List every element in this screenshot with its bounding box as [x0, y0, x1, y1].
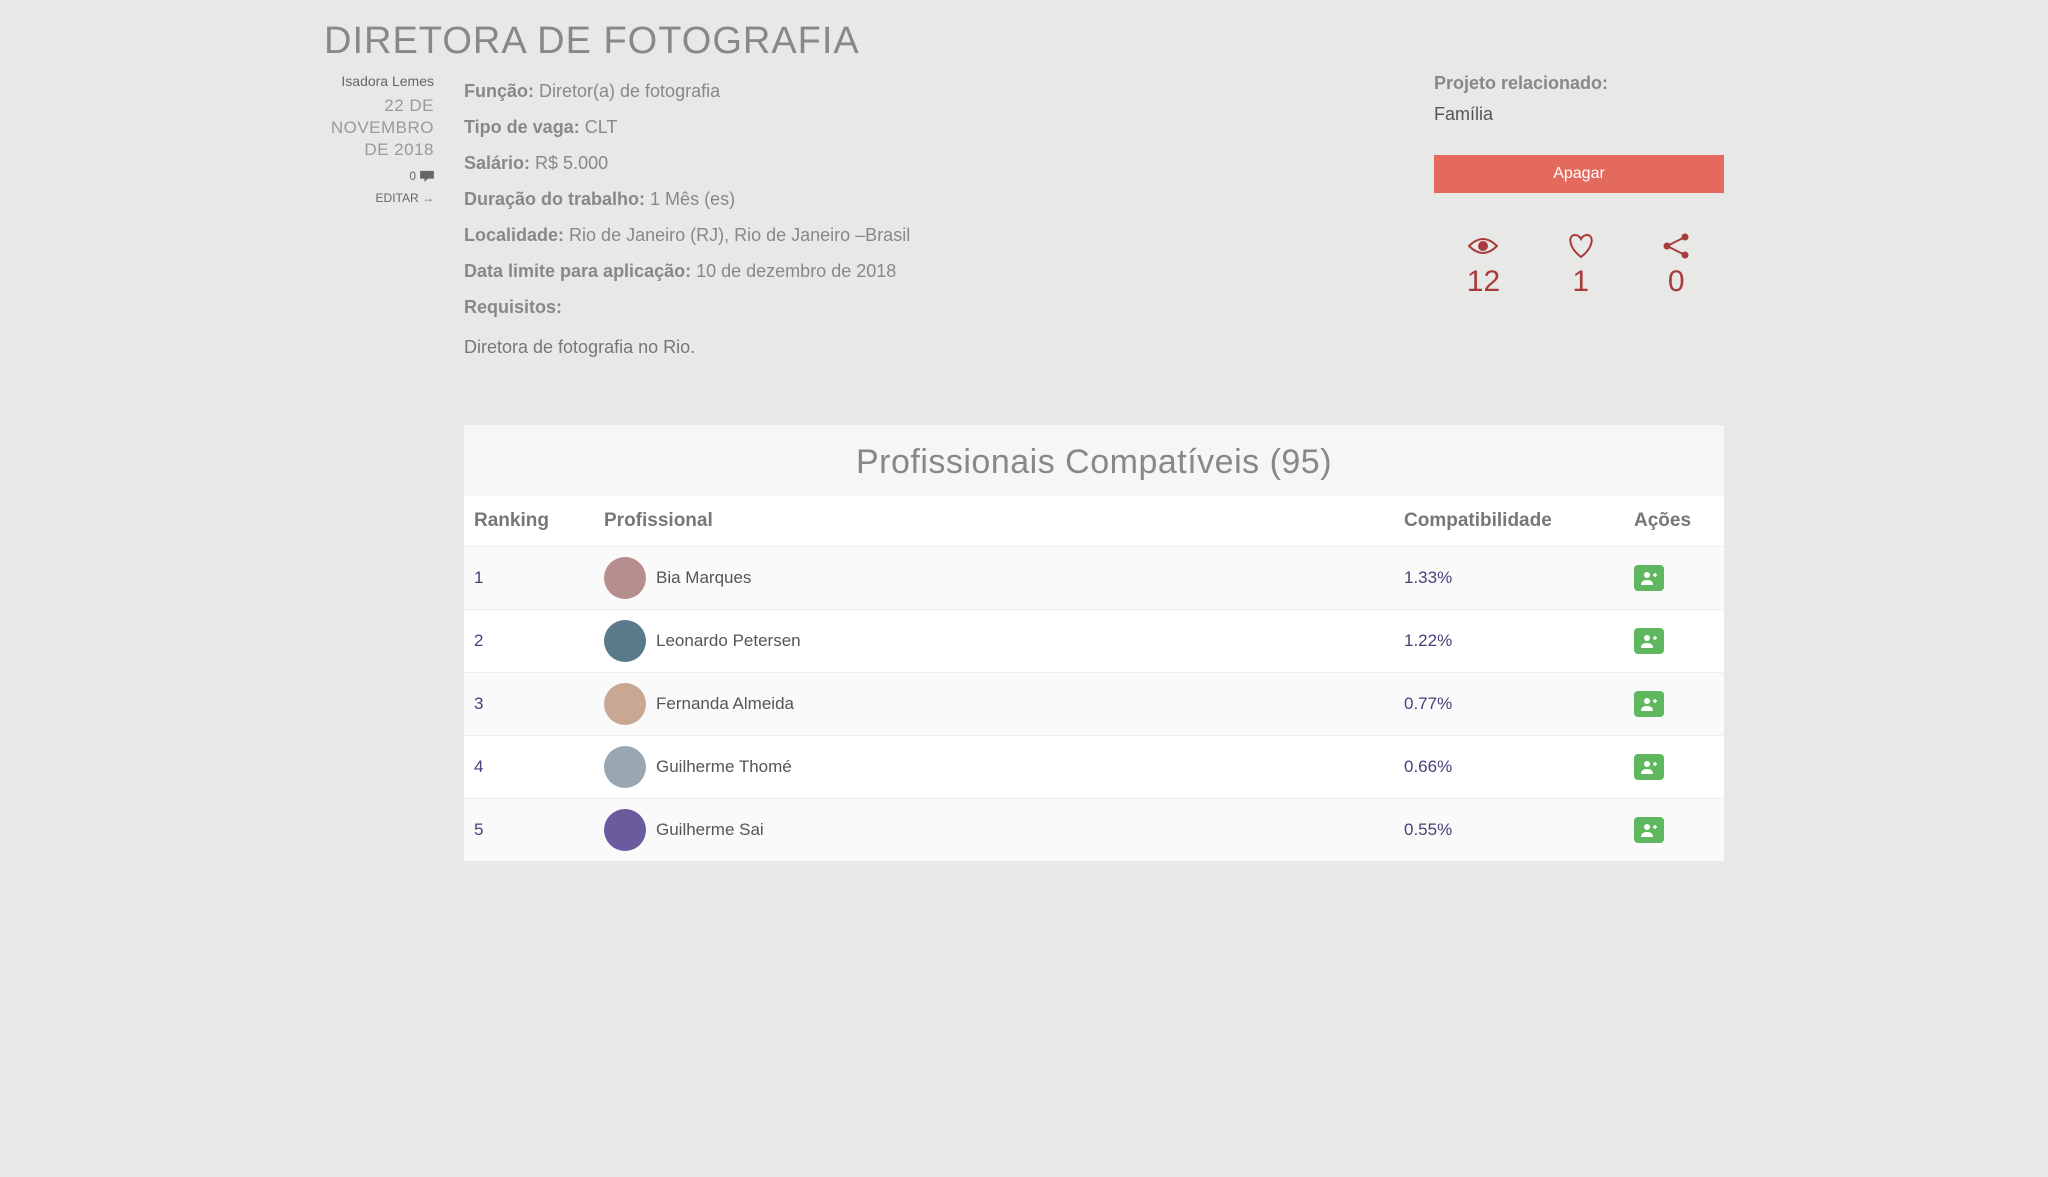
requisitos-body: Diretora de fotografia no Rio.	[464, 329, 1404, 365]
likes-count: 1	[1572, 265, 1589, 299]
post-date: 22 de novembro de 2018	[324, 95, 434, 161]
duracao-value: 1 Mês (es)	[650, 189, 735, 209]
rank-cell: 4	[464, 736, 594, 799]
user-plus-icon	[1641, 760, 1657, 774]
edit-link[interactable]: EDITAR →	[324, 191, 434, 205]
meta-column: Isadora Lemes 22 de novembro de 2018 0 E…	[324, 73, 434, 365]
duracao-label: Duração do trabalho:	[464, 189, 645, 209]
related-project-label: Projeto relacionado:	[1434, 73, 1724, 94]
job-details: Função: Diretor(a) de fotografia Tipo de…	[464, 73, 1404, 365]
compat-cell: 0.77%	[1394, 673, 1624, 736]
funcao-label: Função:	[464, 81, 534, 101]
table-row: 3 Fernanda Almeida 0.77%	[464, 673, 1724, 736]
table-row: 1 Bia Marques 1.33%	[464, 547, 1724, 610]
compat-cell: 0.55%	[1394, 799, 1624, 862]
rank-cell: 5	[464, 799, 594, 862]
right-column: Projeto relacionado: Família Apagar 12 1	[1434, 73, 1724, 365]
heart-icon	[1566, 233, 1596, 259]
compatible-professionals-panel: Profissionais compatíveis (95) Ranking P…	[464, 425, 1724, 861]
col-acoes: Ações	[1624, 496, 1724, 547]
eye-icon	[1468, 233, 1498, 259]
delete-button[interactable]: Apagar	[1434, 155, 1724, 193]
user-plus-icon	[1641, 823, 1657, 837]
professional-name[interactable]: Leonardo Petersen	[656, 631, 801, 651]
avatar[interactable]	[604, 746, 646, 788]
shares-count: 0	[1668, 265, 1685, 299]
add-user-button[interactable]	[1634, 691, 1664, 717]
stat-shares[interactable]: 0	[1661, 233, 1691, 299]
avatar[interactable]	[604, 557, 646, 599]
add-user-button[interactable]	[1634, 817, 1664, 843]
professional-name[interactable]: Guilherme Sai	[656, 820, 764, 840]
views-count: 12	[1467, 265, 1500, 299]
compat-cell: 0.66%	[1394, 736, 1624, 799]
col-ranking: Ranking	[464, 496, 594, 547]
author-name[interactable]: Isadora Lemes	[324, 73, 434, 89]
professional-name[interactable]: Fernanda Almeida	[656, 694, 794, 714]
localidade-label: Localidade:	[464, 225, 564, 245]
tipo-value: CLT	[585, 117, 618, 137]
col-profissional: Profissional	[594, 496, 1394, 547]
compat-cell: 1.22%	[1394, 610, 1624, 673]
share-icon	[1661, 233, 1691, 259]
professionals-table: Ranking Profissional Compatibilidade Açõ…	[464, 496, 1724, 861]
localidade-value: Rio de Janeiro (RJ), Rio de Janeiro –Bra…	[569, 225, 910, 245]
professional-name[interactable]: Guilherme Thomé	[656, 757, 792, 777]
funcao-value: Diretor(a) de fotografia	[539, 81, 720, 101]
comments-count[interactable]: 0	[324, 169, 434, 183]
rank-cell: 3	[464, 673, 594, 736]
user-plus-icon	[1641, 634, 1657, 648]
salario-value: R$ 5.000	[535, 153, 608, 173]
table-title: Profissionais compatíveis (95)	[464, 425, 1724, 496]
table-row: 2 Leonardo Petersen 1.22%	[464, 610, 1724, 673]
user-plus-icon	[1641, 697, 1657, 711]
rank-cell: 2	[464, 610, 594, 673]
avatar[interactable]	[604, 620, 646, 662]
tipo-label: Tipo de vaga:	[464, 117, 580, 137]
add-user-button[interactable]	[1634, 628, 1664, 654]
add-user-button[interactable]	[1634, 754, 1664, 780]
comment-icon	[420, 170, 434, 182]
add-user-button[interactable]	[1634, 565, 1664, 591]
professional-name[interactable]: Bia Marques	[656, 568, 751, 588]
limite-value: 10 de dezembro de 2018	[696, 261, 896, 281]
avatar[interactable]	[604, 809, 646, 851]
limite-label: Data limite para aplicação:	[464, 261, 691, 281]
requisitos-label: Requisitos:	[464, 297, 562, 317]
stat-likes[interactable]: 1	[1566, 233, 1596, 299]
stat-views[interactable]: 12	[1467, 233, 1500, 299]
avatar[interactable]	[604, 683, 646, 725]
rank-cell: 1	[464, 547, 594, 610]
compat-cell: 1.33%	[1394, 547, 1624, 610]
col-compat: Compatibilidade	[1394, 496, 1624, 547]
related-project-value[interactable]: Família	[1434, 104, 1724, 125]
comments-number: 0	[409, 169, 416, 183]
salario-label: Salário:	[464, 153, 530, 173]
table-row: 4 Guilherme Thomé 0.66%	[464, 736, 1724, 799]
table-row: 5 Guilherme Sai 0.55%	[464, 799, 1724, 862]
page-title: DIRETORA DE FOTOGRAFIA	[324, 20, 1724, 63]
stats-row: 12 1 0	[1434, 233, 1724, 299]
user-plus-icon	[1641, 571, 1657, 585]
